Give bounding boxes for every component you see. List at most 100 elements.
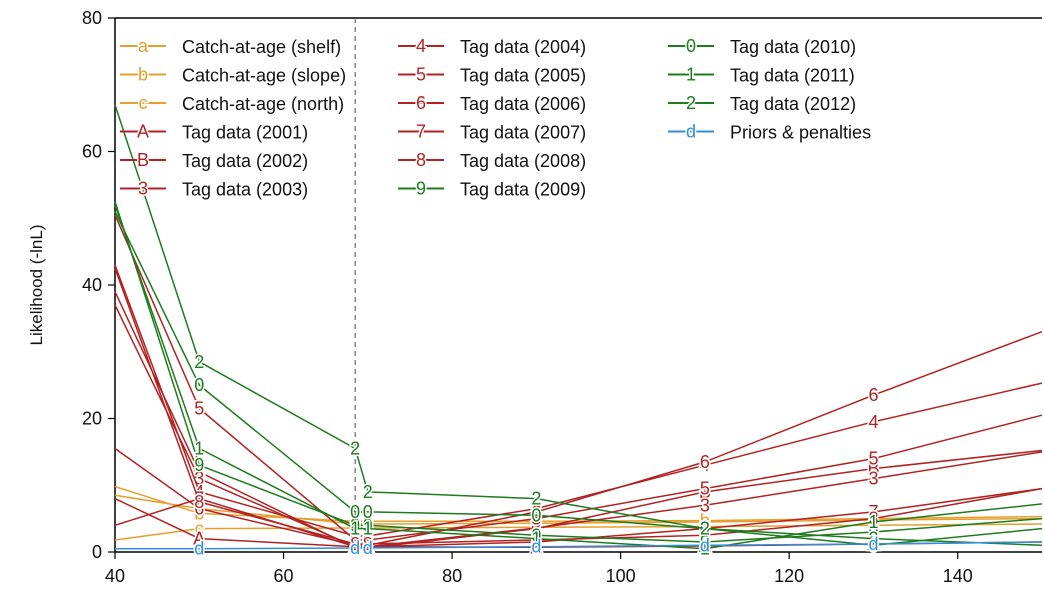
legend-label: Catch-at-age (north): [182, 94, 344, 114]
data-point-marker: 7: [531, 532, 541, 552]
y-tick-label: 20: [82, 409, 102, 429]
series-line: [114, 104, 1043, 547]
data-point-marker: 4: [531, 499, 541, 519]
data-point-marker: 8: [350, 534, 360, 554]
data-point-marker: d: [194, 539, 204, 559]
data-point-marker: b: [194, 503, 204, 523]
series-line: [114, 494, 1043, 525]
x-tick-label: 80: [442, 566, 462, 586]
legend-label: Tag data (2005): [460, 66, 586, 86]
legend-label: Tag data (2007): [460, 123, 586, 143]
data-point-marker: 7: [350, 537, 360, 557]
legend-marker: 5: [416, 65, 426, 85]
data-point-marker: 2: [700, 519, 710, 539]
data-point-marker: 6: [531, 502, 541, 522]
legend-label: Tag data (2003): [182, 180, 308, 200]
y-tick-label: 80: [82, 8, 102, 28]
legend-label: Tag data (2010): [730, 37, 856, 57]
data-point-marker: 4: [868, 412, 878, 432]
data-point-marker: 4: [350, 526, 360, 546]
data-point-marker: d: [350, 538, 360, 558]
series-line: [114, 264, 1043, 537]
data-point-marker: 1: [363, 519, 373, 539]
data-point-marker: 1: [700, 539, 710, 559]
data-point-marker: A: [193, 529, 205, 549]
y-tick-label: 40: [82, 275, 102, 295]
series-line: [114, 487, 1043, 548]
data-point-marker: 8: [868, 509, 878, 529]
data-point-marker: 4: [194, 482, 204, 502]
legend-label: Tag data (2002): [182, 151, 308, 171]
legend-marker: 1: [686, 65, 696, 85]
series-line: [114, 204, 1043, 550]
legend-label: Catch-at-age (shelf): [182, 37, 341, 57]
data-point-marker: 3: [531, 518, 541, 538]
data-point-marker: 4: [700, 455, 710, 475]
series-line: [114, 304, 1043, 548]
data-point-marker: 8: [363, 534, 373, 554]
data-point-marker: 2: [363, 482, 373, 502]
x-tick-label: 100: [606, 566, 636, 586]
data-point-marker: 1: [531, 529, 541, 549]
data-point-marker: 1: [868, 512, 878, 532]
data-point-marker: d: [531, 537, 541, 557]
data-point-marker: 4: [363, 526, 373, 546]
x-tick-label: 60: [274, 566, 294, 586]
data-point-marker: 9: [194, 455, 204, 475]
legend-label: Catch-at-age (slope): [182, 66, 346, 86]
legend-marker: 7: [416, 122, 426, 142]
legend-label: Tag data (2009): [460, 180, 586, 200]
legend-marker: 0: [686, 36, 696, 56]
data-point-marker: 5: [700, 479, 710, 499]
legend-marker: 2: [686, 93, 696, 113]
data-point-marker: 8: [194, 492, 204, 512]
data-point-marker: 2: [350, 439, 360, 459]
series-line: [114, 268, 1043, 545]
legend-marker: b: [138, 65, 148, 85]
data-point-marker: b: [363, 511, 373, 531]
legend-label: Tag data (2001): [182, 123, 308, 143]
data-point-marker: a: [363, 514, 374, 534]
data-point-marker: 7: [363, 537, 373, 557]
data-point-marker: 1: [194, 439, 204, 459]
data-point-marker: d: [700, 535, 710, 555]
legend-marker: B: [137, 150, 149, 170]
data-point-marker: 9: [363, 515, 373, 535]
data-point-marker: d: [868, 534, 878, 554]
legend-marker: 6: [416, 93, 426, 113]
legend-label: Tag data (2004): [460, 37, 586, 57]
data-point-marker: 3: [868, 469, 878, 489]
series-line: [114, 291, 1043, 549]
series-line: [114, 523, 1043, 541]
data-point-marker: 2: [531, 489, 541, 509]
data-point-marker: 5: [194, 398, 204, 418]
data-point-marker: 6: [350, 535, 360, 555]
legend-marker: 8: [416, 150, 426, 170]
legend-marker: c: [139, 93, 148, 113]
data-point-marker: 6: [700, 452, 710, 472]
data-point-marker: B: [699, 482, 711, 502]
series-line: [114, 211, 1043, 547]
legend-marker: 4: [416, 36, 426, 56]
data-point-marker: B: [867, 459, 879, 479]
data-point-marker: 1: [350, 519, 360, 539]
x-tick-label: 120: [774, 566, 804, 586]
series-line: [115, 541, 1043, 550]
legend-marker: 3: [138, 179, 148, 199]
legend-label: Tag data (2011): [730, 66, 855, 86]
data-point-marker: 3: [700, 495, 710, 515]
y-tick-label: 0: [92, 542, 102, 562]
data-point-marker: 2: [194, 352, 204, 372]
data-point-marker: 5: [868, 449, 878, 469]
data-point-marker: c: [700, 517, 709, 537]
data-point-marker: 8: [531, 530, 541, 550]
legend-marker: d: [686, 122, 696, 142]
legend-label: Priors & penalties: [730, 123, 871, 143]
legend: a Catch-at-age (shelf) b Catch-at-age (slop…: [120, 35, 871, 200]
data-point-marker: d: [363, 538, 373, 558]
legend-label: Tag data (2008): [460, 151, 586, 171]
x-tick-label: 140: [943, 566, 973, 586]
legend-label: Tag data (2012): [730, 94, 856, 114]
